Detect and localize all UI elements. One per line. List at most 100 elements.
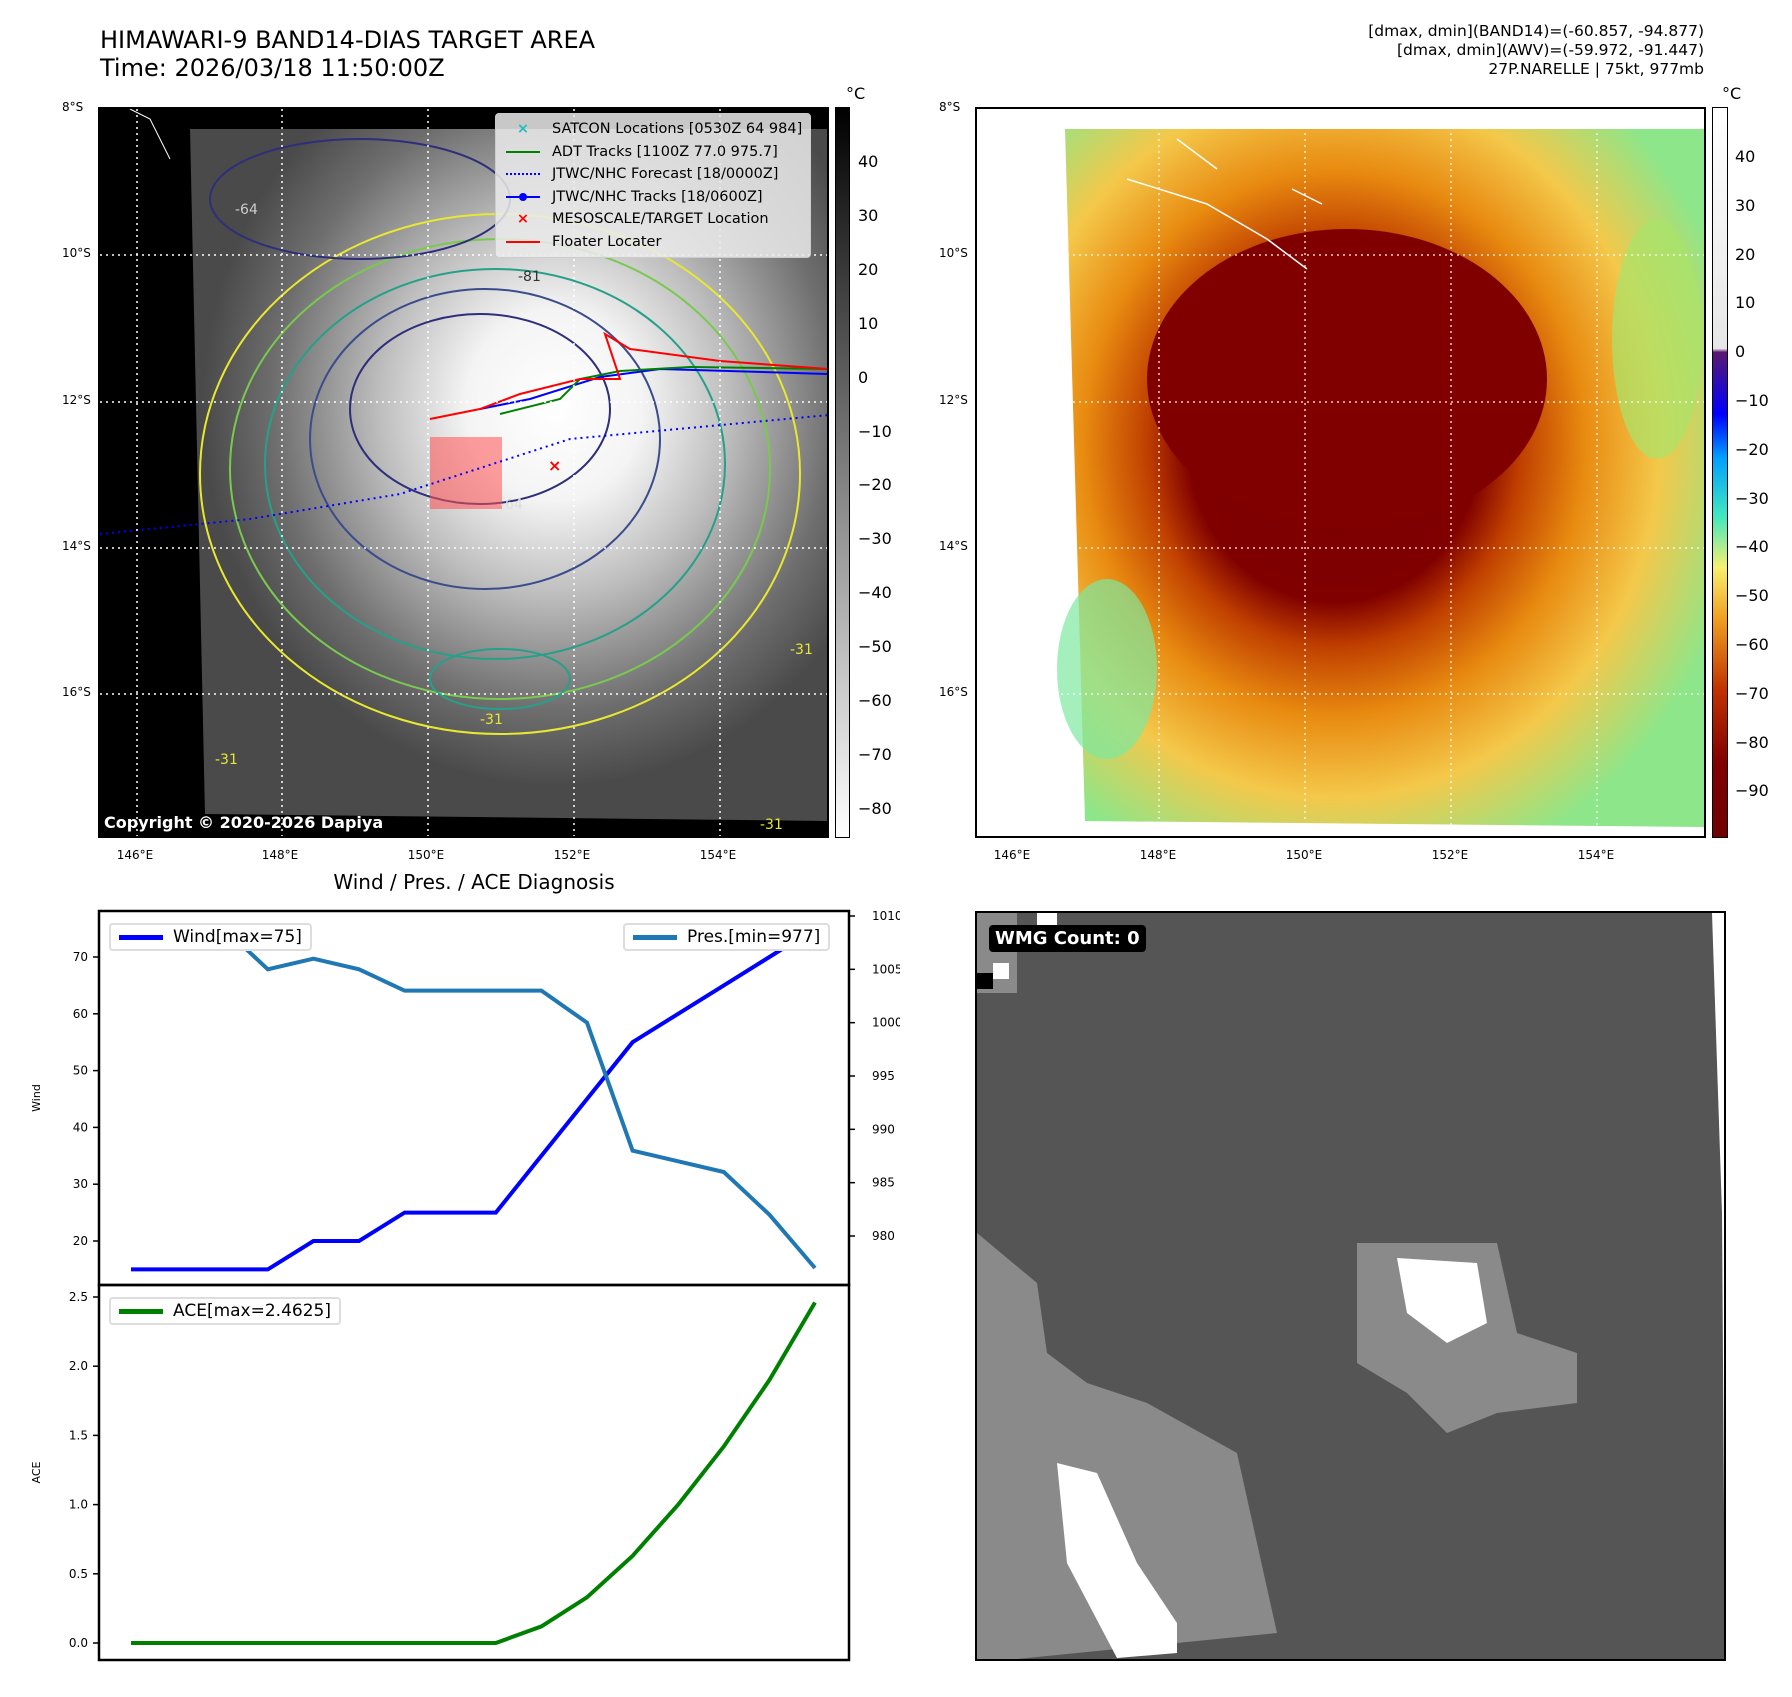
colorbar-unit: °C bbox=[1722, 84, 1742, 103]
colorbar-tick-label: −10 bbox=[858, 421, 892, 441]
lat-tick-label: 14°S bbox=[62, 539, 91, 553]
colorbar-tick-label: −90 bbox=[1735, 781, 1769, 801]
y-tick-label: 2.0 bbox=[69, 1359, 88, 1373]
colorbar-tick-label: −70 bbox=[858, 744, 892, 764]
colorbar-tick-label: −50 bbox=[858, 637, 892, 657]
lon-tick-label: 152°E bbox=[1431, 848, 1469, 862]
colorbar-tick-label: −30 bbox=[858, 529, 892, 549]
y-tick-label: 50 bbox=[73, 1064, 88, 1078]
x-marker-icon: × bbox=[516, 211, 530, 227]
y2-tick-label: 1010 bbox=[872, 909, 900, 923]
jtwc-track bbox=[479, 367, 827, 410]
lat-tick-label: 14°S bbox=[939, 539, 968, 553]
legend-label: ADT Tracks [1100Z 77.0 975.7] bbox=[552, 143, 778, 160]
y-tick-label: 60 bbox=[73, 1007, 88, 1021]
colorbar-tick-label: −20 bbox=[1735, 439, 1769, 459]
colorbar-tick-label: 40 bbox=[858, 152, 879, 171]
map-legend: × SATCON Locations [0530Z 64 984] ADT Tra… bbox=[495, 113, 812, 258]
info-band14: [dmax, dmin](BAND14)=(-60.857, -94.877) bbox=[1368, 22, 1704, 40]
y2-tick-label: 980 bbox=[872, 1229, 895, 1243]
floater-track bbox=[429, 331, 827, 420]
y-axis-label: Wind bbox=[30, 1084, 43, 1112]
lon-tick-label: 148°E bbox=[1139, 848, 1177, 862]
lat-tick-label: 8°S bbox=[939, 100, 961, 114]
colorbar-tick-label: 0 bbox=[1735, 342, 1746, 362]
colorbar-tick-label: 40 bbox=[1735, 147, 1756, 166]
legend-forecast: JTWC/NHC Forecast [18/0000Z] bbox=[504, 163, 802, 186]
awv-map bbox=[975, 107, 1706, 838]
y2-tick-label: 990 bbox=[872, 1122, 895, 1136]
colorbar-tick-label: −40 bbox=[1735, 537, 1769, 557]
copyright: Copyright © 2020-2026 Dapiya bbox=[104, 813, 384, 832]
info-awv: [dmax, dmin](AWV)=(-59.972, -91.447) bbox=[1397, 41, 1704, 59]
colorbar-tick-label: −40 bbox=[858, 583, 892, 603]
lat-tick-label: 12°S bbox=[939, 393, 968, 407]
y2-tick-label: 1000 bbox=[872, 1016, 900, 1030]
dotted-line-icon bbox=[504, 173, 542, 176]
wmg-count-label: WMG Count: 0 bbox=[989, 925, 1146, 952]
info-block: [dmax, dmin](BAND14)=(-60.857, -94.877) … bbox=[1368, 22, 1704, 79]
colorbar-tick-label: 10 bbox=[1735, 293, 1756, 313]
legend-label: ACE[max=2.4625] bbox=[173, 1301, 331, 1321]
y-tick-label: 30 bbox=[73, 1177, 88, 1191]
lon-tick-label: 146°E bbox=[116, 848, 154, 862]
y-tick-label: 2.5 bbox=[69, 1290, 88, 1304]
lat-tick-label: 16°S bbox=[939, 685, 968, 699]
contour-label: -64 bbox=[235, 202, 258, 218]
colorbar-tick-label: 0 bbox=[858, 367, 869, 387]
lon-tick-label: 152°E bbox=[553, 848, 591, 862]
legend-label: JTWC/NHC Forecast [18/0000Z] bbox=[552, 166, 779, 182]
lon-tick-label: 148°E bbox=[261, 848, 299, 862]
legend-label: Wind[max=75] bbox=[173, 927, 302, 947]
lon-tick-label: 150°E bbox=[1285, 848, 1323, 862]
line-icon bbox=[504, 150, 542, 153]
colorbar-tick-label: −50 bbox=[1735, 586, 1769, 606]
lon-tick-label: 154°E bbox=[699, 848, 737, 862]
wmg-panel: WMG Count: 0 bbox=[975, 911, 1726, 1661]
info-storm: 27P.NARELLE | 75kt, 977mb bbox=[1488, 60, 1704, 78]
plot-frame bbox=[97, 909, 851, 1287]
title-text: HIMAWARI-9 BAND14-DIAS TARGET AREA bbox=[100, 26, 596, 54]
pressure-legend: Pres.[min=977] bbox=[623, 923, 831, 951]
legend-satcon: × SATCON Locations [0530Z 64 984] bbox=[504, 118, 802, 141]
lat-tick-label: 16°S bbox=[62, 685, 91, 699]
legend-label: JTWC/NHC Tracks [18/0600Z] bbox=[552, 188, 763, 205]
lat-tick-label: 12°S bbox=[62, 393, 91, 407]
colorbar-tick-label: 30 bbox=[858, 205, 879, 225]
contour-label: -31 bbox=[480, 712, 503, 728]
ace-legend: ACE[max=2.4625] bbox=[109, 1297, 341, 1325]
colorbar-tick-label: −60 bbox=[858, 691, 892, 710]
target-marker: × bbox=[548, 456, 561, 475]
lon-tick-label: 154°E bbox=[1577, 848, 1615, 862]
legend-adt: ADT Tracks [1100Z 77.0 975.7] bbox=[504, 141, 802, 164]
legend-line-icon bbox=[119, 1308, 163, 1314]
lon-tick-label: 146°E bbox=[993, 848, 1031, 862]
contour-label: -31 bbox=[215, 752, 238, 768]
legend-label: Pres.[min=977] bbox=[687, 927, 821, 947]
colorbar-tick-label: 20 bbox=[858, 259, 879, 279]
y2-tick-label: 985 bbox=[872, 1176, 895, 1190]
legend-jtwc: JTWC/NHC Tracks [18/0600Z] bbox=[504, 186, 802, 209]
series-line-ace bbox=[131, 1301, 817, 1645]
y-tick-label: 1.0 bbox=[69, 1498, 88, 1512]
diagnosis-chart: 20 30 40 50 60 70 Wind 980 985 990 995 1000 1005 1010… bbox=[30, 909, 900, 1662]
colorbar-tick-label: −30 bbox=[1735, 488, 1769, 508]
lat-tick-label: 8°S bbox=[62, 100, 84, 114]
colorbar-tick-label: 10 bbox=[858, 313, 879, 333]
wind-legend: Wind[max=75] bbox=[109, 923, 312, 951]
legend-target: × MESOSCALE/TARGET Location bbox=[504, 208, 802, 231]
legend-floater: Floater Locater bbox=[504, 231, 802, 254]
legend-line-icon bbox=[633, 934, 677, 940]
lon-tick-label: 150°E bbox=[407, 848, 445, 862]
series-line-pres bbox=[131, 924, 817, 1270]
ir-map-image: × -64 -31 -31 -31 -31 -64 -81 bbox=[100, 109, 827, 836]
y-tick-label: 1.5 bbox=[69, 1428, 88, 1442]
colorbar-tick-label: −20 bbox=[858, 475, 892, 495]
wmg-image bbox=[977, 913, 1724, 1659]
line-dot-icon bbox=[504, 192, 542, 201]
colorbar-tick-label: −80 bbox=[1735, 732, 1769, 752]
contour-label: -31 bbox=[760, 817, 783, 833]
colorbar-tick-label: −80 bbox=[858, 798, 892, 818]
colorbar-unit: °C bbox=[846, 84, 866, 103]
figure-title: HIMAWARI-9 BAND14-DIAS TARGET AREA Time:… bbox=[100, 26, 595, 82]
